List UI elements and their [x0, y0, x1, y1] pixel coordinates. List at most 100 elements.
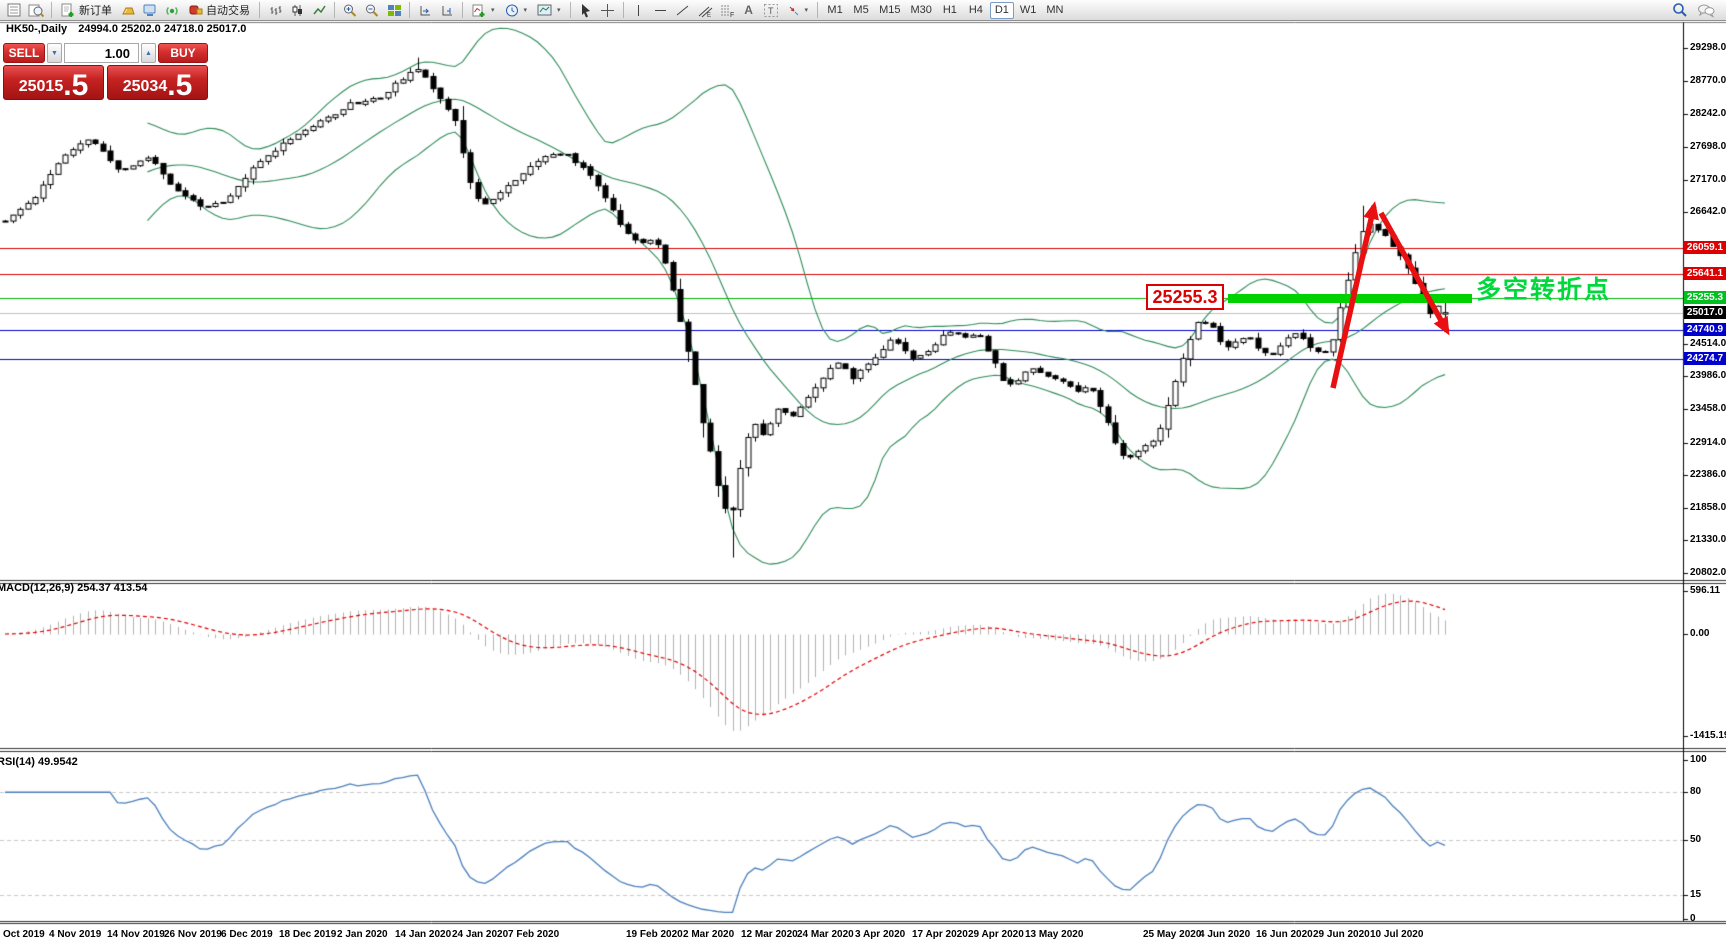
toolbar-separator	[409, 2, 410, 18]
search-icon[interactable]	[1670, 1, 1690, 19]
crosshair-icon[interactable]	[598, 1, 618, 19]
arrows-tool-button[interactable]: ▾	[783, 1, 813, 19]
price-level-label: 24274.7	[1684, 352, 1726, 365]
tf-button-m15[interactable]: M15	[875, 2, 904, 19]
rsi-tick-label: 50	[1690, 834, 1702, 845]
support-price-callout[interactable]: 25255.3	[1146, 284, 1224, 310]
ohlc-values: 24994.0 25202.0 24718.0 25017.0	[78, 23, 247, 35]
buy-price-pip: .5	[167, 68, 193, 102]
buy-price-panel[interactable]: 25034 .5	[107, 65, 208, 100]
date-label: 2 Jan 2020	[337, 929, 388, 940]
text-icon[interactable]: A	[744, 3, 753, 17]
price-level-label: 25255.3	[1684, 291, 1726, 304]
sell-price-panel[interactable]: 25015 .5	[3, 65, 104, 100]
date-label: 17 Apr 2020	[912, 929, 968, 940]
cursor-icon[interactable]	[576, 1, 596, 19]
price-tick-label: 24514.0	[1690, 337, 1726, 349]
chart-shift-icon[interactable]	[437, 1, 457, 19]
macd-label: MACD(12,26,9) 254.37 413.54	[0, 582, 148, 594]
timeframe-group: M1 M5 M15 M30 H1 H4 D1 W1 MN	[823, 1, 1067, 19]
bar-chart-icon[interactable]	[265, 1, 285, 19]
symbols-icon[interactable]	[4, 1, 24, 19]
add-indicator-button[interactable]: ▾	[468, 1, 499, 19]
date-label: 4 Nov 2019	[49, 929, 102, 940]
svg-text:T: T	[768, 6, 774, 16]
price-tick-label: 27170.0	[1690, 173, 1726, 185]
zoom-in-icon[interactable]	[340, 1, 360, 19]
turning-point-text[interactable]: 多空转折点	[1476, 276, 1612, 304]
trendline-icon[interactable]	[673, 1, 693, 19]
autotrading-button[interactable]: 自动交易	[184, 1, 254, 19]
price-tick-label: 20802.0	[1690, 566, 1726, 578]
volume-down-button[interactable]: ▼	[47, 43, 62, 63]
market-watch-icon[interactable]	[26, 1, 46, 19]
date-label: 6 Dec 2019	[221, 929, 273, 940]
caret-down-icon: ▾	[523, 7, 528, 14]
periods-button[interactable]: ▾	[501, 1, 532, 19]
price-tick-label: 23458.0	[1690, 402, 1726, 414]
sell-button[interactable]: SELL	[3, 43, 45, 63]
date-label: 7 Feb 2020	[508, 929, 560, 940]
sell-price-pip: .5	[63, 68, 89, 102]
price-tick-label: 22914.0	[1690, 436, 1726, 448]
new-order-button[interactable]: 新订单	[57, 1, 116, 19]
svg-text:F: F	[730, 12, 734, 18]
autoscroll-icon[interactable]	[415, 1, 435, 19]
date-label: 25 May 2020	[1143, 929, 1202, 940]
volume-up-button[interactable]: ▲	[141, 43, 156, 63]
zoom-out-icon[interactable]	[362, 1, 382, 19]
price-tick-label: 21858.0	[1690, 501, 1726, 513]
price-tick-label: 28770.0	[1690, 75, 1726, 87]
price-tick-label: 28242.0	[1690, 107, 1726, 119]
date-label: 10 Jul 2020	[1370, 929, 1424, 940]
rsi-tick-label: 80	[1690, 786, 1702, 797]
tf-button-d1[interactable]: D1	[989, 1, 1014, 19]
date-label: 14 Nov 2019	[107, 929, 165, 940]
fibonacci-icon[interactable]: F	[717, 1, 737, 19]
caret-down-icon: ▾	[804, 7, 809, 14]
new-order-icon	[61, 3, 74, 17]
date-label: 14 Jan 2020	[395, 929, 452, 940]
tf-button-w1[interactable]: W1	[1016, 2, 1041, 19]
signals-icon[interactable]	[162, 1, 182, 19]
volume-input[interactable]	[64, 43, 139, 63]
date-label: 13 May 2020	[1025, 929, 1084, 940]
text-label-icon[interactable]: T	[761, 1, 781, 19]
caret-down-icon: ▾	[557, 7, 561, 14]
terminal-icon[interactable]	[140, 1, 160, 19]
date-label: 12 Mar 2020	[741, 929, 798, 940]
date-label: 29 Jun 2020	[1313, 929, 1370, 940]
templates-button[interactable]: ▾	[533, 1, 565, 19]
tf-button-mn[interactable]: MN	[1042, 2, 1067, 19]
autotrading-icon	[189, 5, 203, 15]
buy-button[interactable]: BUY	[158, 43, 208, 63]
tile-windows-icon[interactable]	[384, 1, 404, 19]
horizontal-line-icon[interactable]	[651, 1, 671, 19]
vertical-line-icon[interactable]	[629, 1, 649, 19]
date-label: 24 Mar 2020	[797, 929, 854, 940]
tf-button-m5[interactable]: M5	[849, 2, 873, 19]
chat-icon[interactable]	[1696, 1, 1716, 19]
tf-button-m30[interactable]: M30	[906, 2, 935, 19]
price-level-label: 26059.1	[1684, 241, 1726, 254]
date-label: Oct 2019	[3, 929, 45, 940]
price-tick-label: 29298.0	[1690, 42, 1726, 54]
line-chart-icon[interactable]	[309, 1, 329, 19]
price-tick-label: 23986.0	[1690, 370, 1726, 382]
date-label: 26 Nov 2019	[164, 929, 222, 940]
gold-icon[interactable]	[118, 1, 138, 19]
tf-button-m1[interactable]: M1	[823, 2, 847, 19]
tf-button-h1[interactable]: H1	[938, 2, 962, 19]
tf-button-h4[interactable]: H4	[964, 2, 988, 19]
toolbar-separator	[569, 2, 571, 18]
sell-price-main: 25015	[18, 78, 64, 95]
candle-chart-icon[interactable]	[287, 1, 307, 19]
date-label: 24 Jan 2020	[452, 929, 509, 940]
channel-icon[interactable]: E	[695, 1, 715, 19]
toolbar-right	[1670, 1, 1722, 19]
support-zone-bar[interactable]	[1228, 294, 1472, 303]
up-arrow	[1330, 201, 1379, 389]
date-label: 3 Apr 2020	[855, 929, 906, 940]
